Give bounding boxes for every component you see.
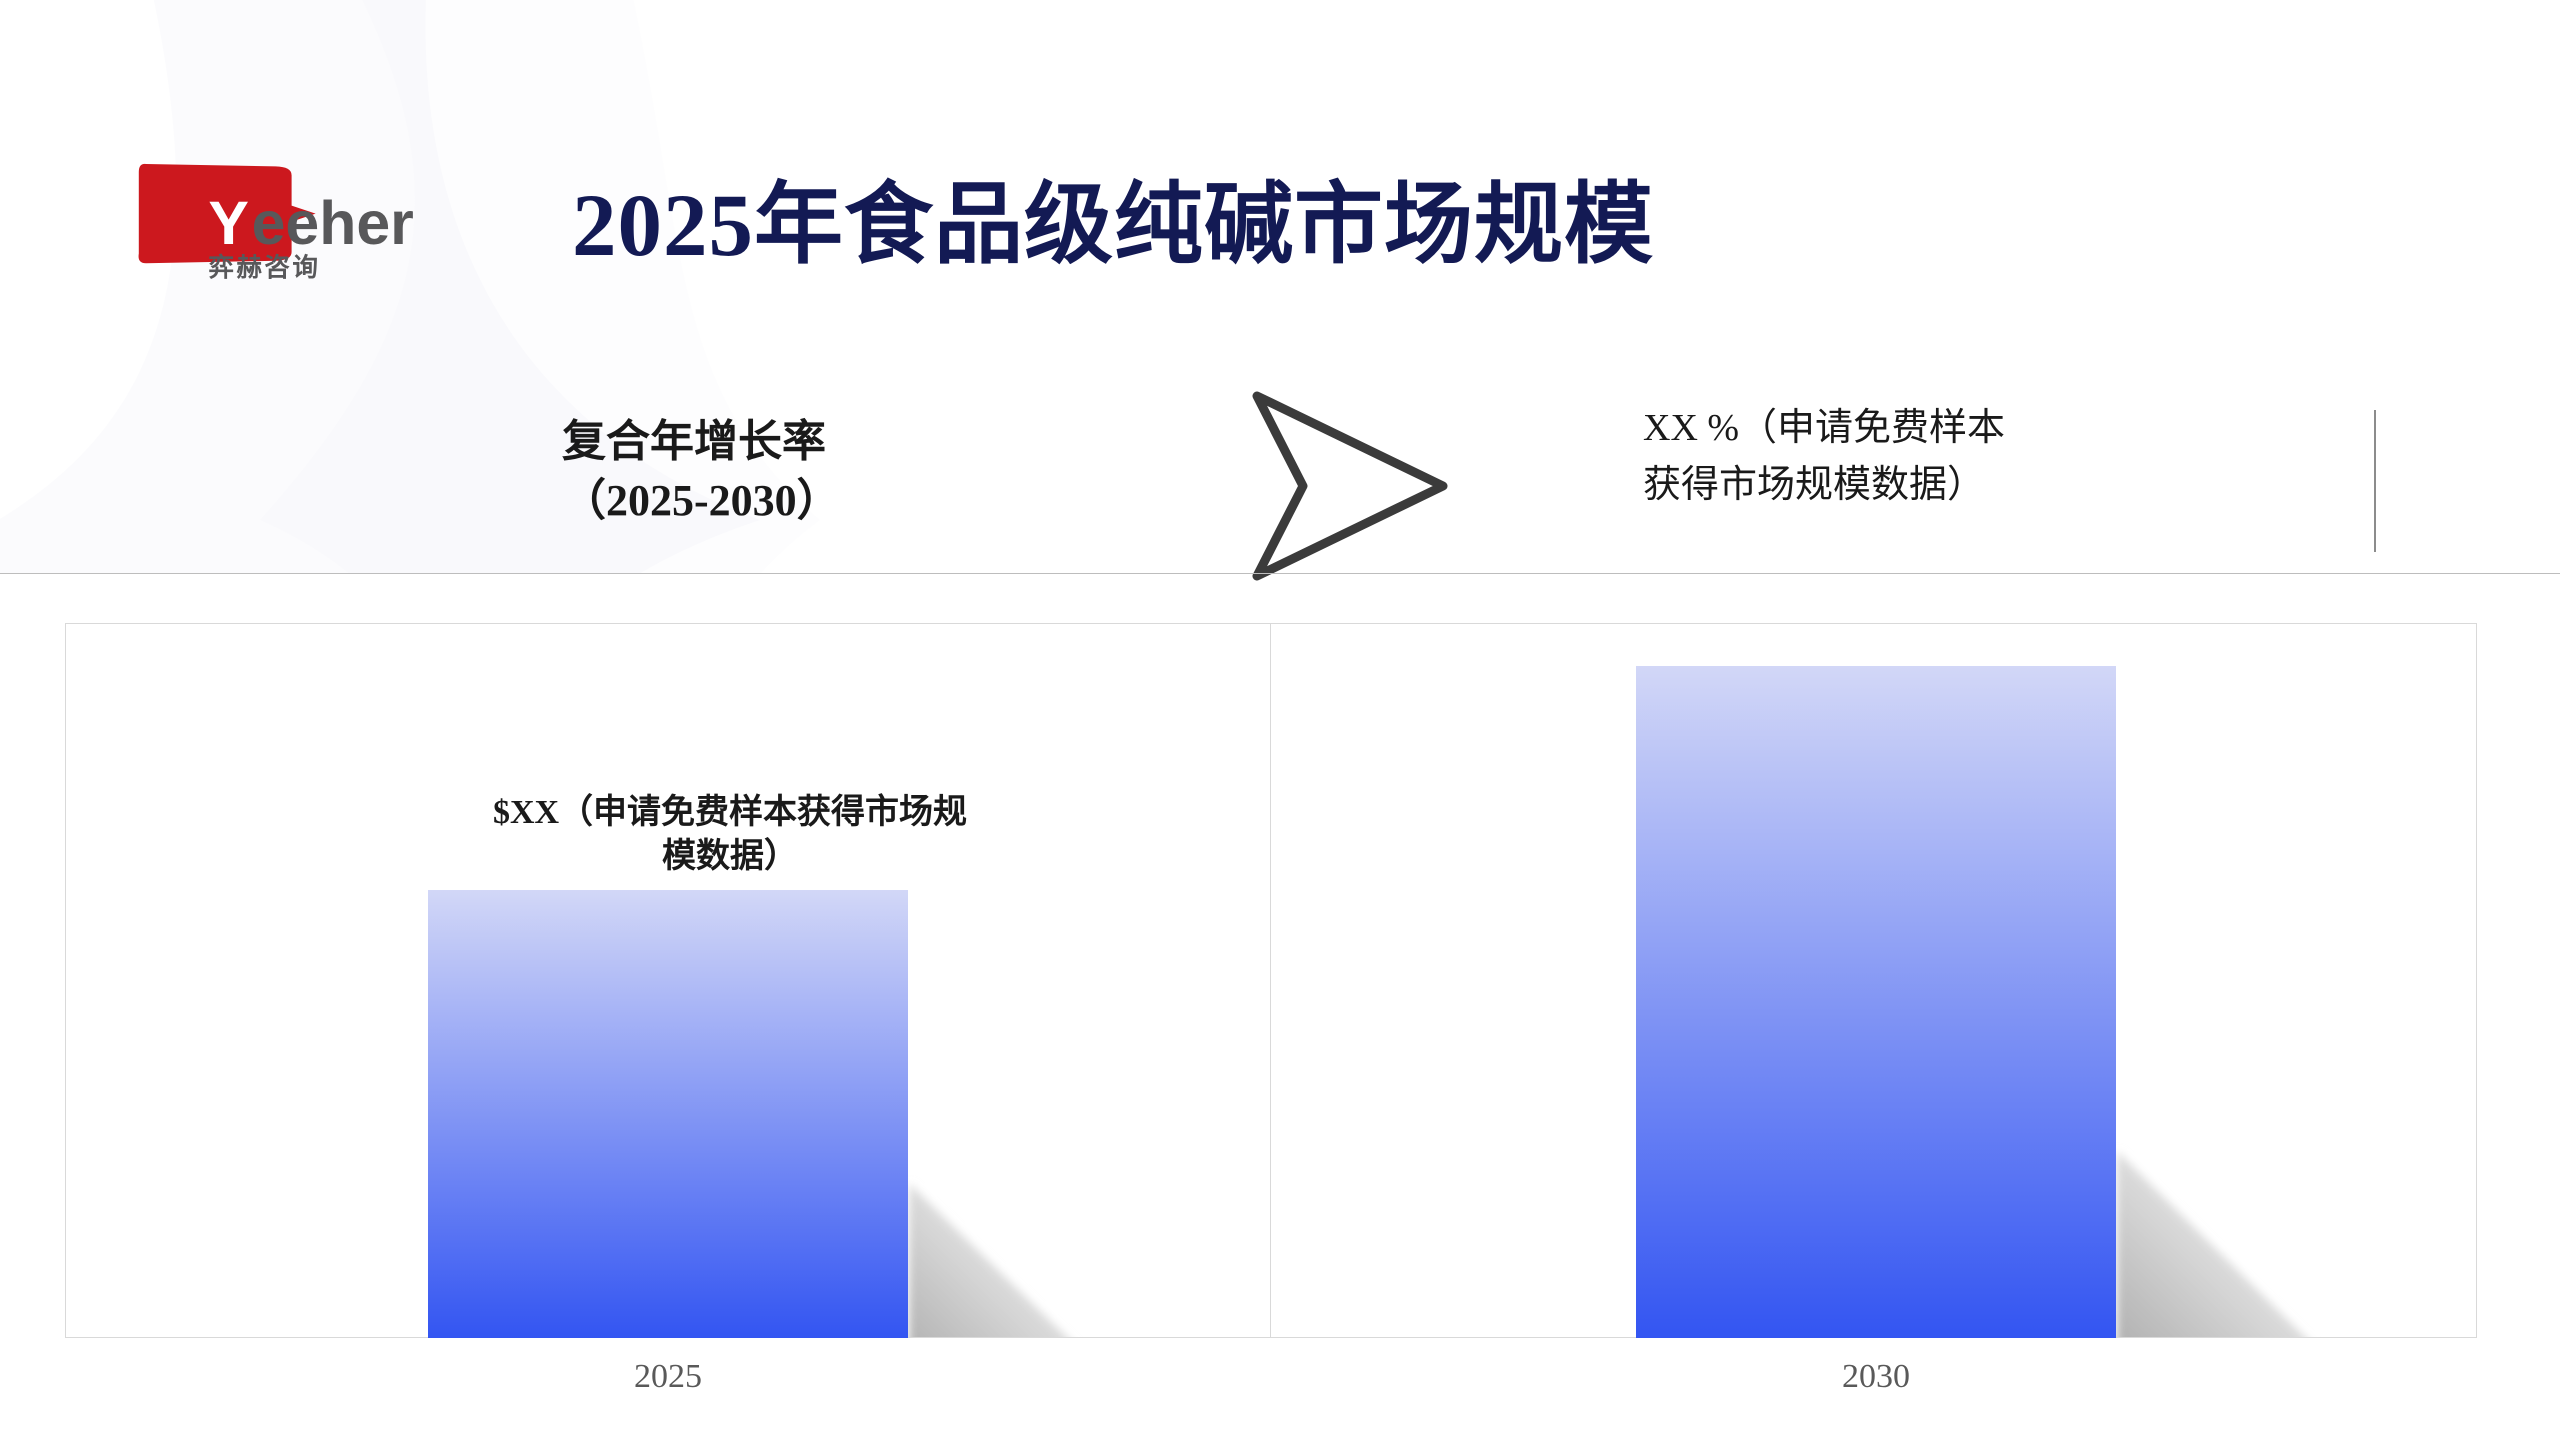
svg-text:Y: Y bbox=[208, 189, 249, 257]
svg-text:弈赫咨询: 弈赫咨询 bbox=[208, 252, 320, 282]
svg-text:eeher: eeher bbox=[252, 189, 414, 257]
